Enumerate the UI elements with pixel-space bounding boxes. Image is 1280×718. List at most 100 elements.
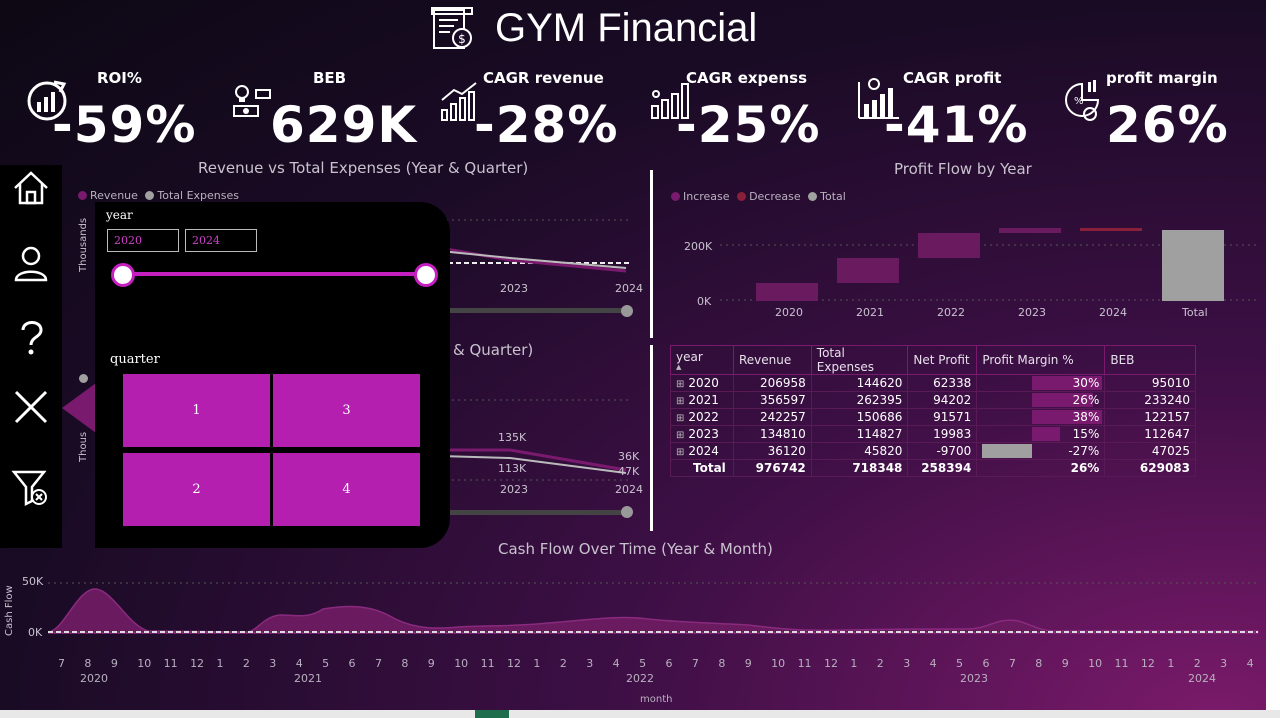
- cash-flow-area-chart: [48, 582, 1259, 634]
- table-header-row: year ▲ Revenue Total Expenses Net Profit …: [670, 345, 1196, 375]
- table-row: ⊞ 2023 134810 114827 19983 15% 112647: [670, 425, 1196, 443]
- sidebar-nav: [0, 165, 62, 548]
- growth-chart-icon: [441, 82, 477, 121]
- profit-flow-waterfall: [720, 228, 1260, 301]
- expand-icon[interactable]: ⊞: [676, 396, 685, 407]
- lightbulb-money-icon: [233, 85, 271, 117]
- cash-flow-month-tick: 2: [876, 657, 884, 670]
- cash-flow-month-tick: 2: [559, 657, 567, 670]
- second-chart-label: 36K: [618, 450, 640, 463]
- cash-flow-year-label: 2021: [294, 672, 322, 685]
- cash-flow-month-tick: 4: [929, 657, 937, 670]
- cash-flow-month-tick: 1: [850, 657, 858, 670]
- divider: [650, 345, 653, 531]
- waterfall-bar-2021: [837, 258, 899, 283]
- cell-margin: 15%: [976, 425, 1106, 443]
- waterfall-bar-2022: [918, 233, 980, 258]
- second-chart-legend-dot: [79, 374, 88, 383]
- kpi-value: -59%: [52, 96, 197, 154]
- cell-expenses: 45820: [810, 442, 909, 460]
- kpi-value: -25%: [676, 96, 821, 154]
- cell-beb: 47025: [1104, 442, 1196, 460]
- cash-flow-month-tick: 10: [137, 657, 152, 670]
- revenue-chart-xtick: 2024: [615, 282, 643, 295]
- cash-flow-month-tick: 9: [744, 657, 752, 670]
- pie-money-icon: %: [1065, 80, 1100, 121]
- cash-flow-month-tick: 3: [903, 657, 911, 670]
- cell-profit: 62338: [907, 374, 978, 392]
- margin-bar: [1032, 427, 1061, 441]
- expand-icon[interactable]: ⊞: [676, 379, 685, 390]
- cash-flow-month-tick: 9: [1061, 657, 1069, 670]
- cash-flow-month-tick: 9: [427, 657, 435, 670]
- horizontal-scrollbar[interactable]: [0, 710, 1280, 718]
- cash-flow-month-tick: 6: [665, 657, 673, 670]
- quarter-button-1[interactable]: 1: [123, 374, 270, 447]
- cash-flow-month-tick: 11: [1114, 657, 1129, 670]
- kpi-value: -28%: [474, 96, 619, 154]
- column-header-beb[interactable]: BEB: [1104, 345, 1196, 375]
- second-chart-title: & Quarter): [453, 341, 534, 359]
- column-header-expenses[interactable]: Total Expenses: [810, 345, 909, 375]
- vertical-scrollbar[interactable]: [1266, 0, 1280, 710]
- cell-expenses: 114827: [810, 425, 909, 443]
- divider: [650, 170, 653, 338]
- year-to-input[interactable]: 2024: [185, 229, 257, 252]
- profit-flow-ytick: 0K: [697, 295, 712, 308]
- column-header-revenue[interactable]: Revenue: [732, 345, 812, 375]
- cash-flow-month-tick: 3: [586, 657, 594, 670]
- close-icon[interactable]: [11, 387, 51, 427]
- cash-flow-year-axis: 2020 2021 2022 2023 2024: [48, 672, 1263, 688]
- scrollbar-thumb[interactable]: [475, 710, 509, 718]
- cash-flow-month-tick: 10: [1088, 657, 1103, 670]
- column-header-margin[interactable]: Profit Margin %: [976, 345, 1106, 375]
- cell-profit: 91571: [907, 408, 978, 426]
- year-slider-track[interactable]: [122, 272, 426, 276]
- cash-flow-month-tick: 2: [242, 657, 250, 670]
- cash-flow-xlabel: month: [640, 694, 673, 705]
- kpi-value: 629K: [270, 96, 418, 154]
- cell-beb: 95010: [1104, 374, 1196, 392]
- legend-total-dot: [808, 192, 818, 201]
- year-slider-start-handle[interactable]: [111, 263, 135, 287]
- cash-flow-month-tick: 6: [348, 657, 356, 670]
- year-slider-end-handle[interactable]: [414, 263, 438, 287]
- revenue-chart-ylabel: Thousands: [78, 217, 89, 272]
- cash-flow-month-tick: 8: [1035, 657, 1043, 670]
- second-chart-xtick: 2024: [615, 483, 643, 496]
- quarter-button-3[interactable]: 3: [273, 374, 420, 447]
- cash-flow-month-tick: 7: [691, 657, 699, 670]
- financial-table: year ▲ Revenue Total Expenses Net Profit …: [670, 345, 1196, 477]
- kpi-label: CAGR expenss: [686, 69, 807, 87]
- panel-pointer-arrow: [62, 383, 96, 433]
- cell-margin: 30%: [976, 374, 1106, 392]
- second-chart-ylabel: Thous: [78, 431, 89, 462]
- clear-filter-icon[interactable]: [11, 468, 51, 508]
- table-row: ⊞ 2021 356597 262395 94202 26% 233240: [670, 391, 1196, 409]
- kpi-label: BEB: [313, 69, 347, 87]
- column-header-profit[interactable]: Net Profit: [907, 345, 978, 375]
- column-header-year[interactable]: year ▲: [670, 345, 734, 375]
- quarter-button-4[interactable]: 4: [273, 453, 420, 526]
- cash-flow-month-tick: 7: [374, 657, 382, 670]
- cell-revenue: 206958: [732, 374, 812, 392]
- profit-flow-xtick: 2023: [1018, 306, 1046, 319]
- cell-margin: 38%: [976, 408, 1106, 426]
- margin-bar: [1032, 410, 1103, 424]
- help-icon[interactable]: [11, 317, 51, 357]
- expand-icon[interactable]: ⊞: [676, 430, 685, 441]
- user-icon[interactable]: [11, 243, 51, 283]
- quarter-button-2[interactable]: 2: [123, 453, 270, 526]
- kpi-value: -41%: [884, 96, 1029, 154]
- cash-flow-year-label: 2023: [960, 672, 988, 685]
- cash-flow-month-tick: 1: [216, 657, 224, 670]
- home-icon[interactable]: [11, 168, 51, 208]
- second-chart-lines: [440, 399, 633, 518]
- profit-flow-xtick: 2022: [937, 306, 965, 319]
- expand-icon[interactable]: ⊞: [676, 447, 685, 458]
- year-from-input[interactable]: 2020: [107, 229, 179, 252]
- margin-bar: [1032, 393, 1094, 407]
- expand-icon[interactable]: ⊞: [676, 413, 685, 424]
- waterfall-bar-total: [1162, 230, 1224, 301]
- cash-flow-month-tick: 6: [982, 657, 990, 670]
